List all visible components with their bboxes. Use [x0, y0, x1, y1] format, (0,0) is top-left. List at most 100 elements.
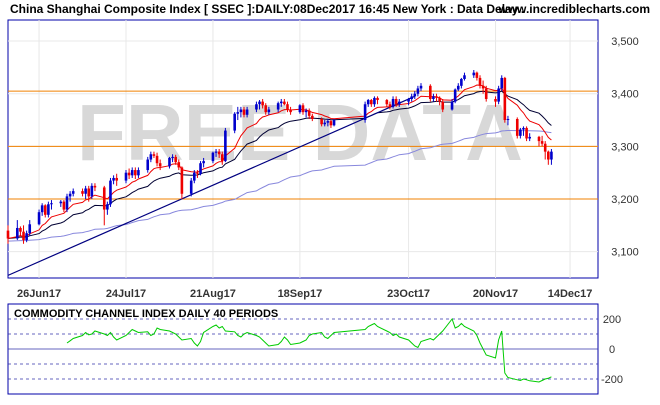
candle-body — [19, 227, 22, 232]
candle-body — [177, 162, 181, 168]
candle-body — [81, 191, 84, 194]
candle-body — [366, 100, 370, 105]
candle-body — [255, 104, 258, 110]
long-moving-average — [7, 129, 552, 242]
x-tick-label: 24Jul17 — [106, 288, 146, 300]
candle-body — [40, 205, 44, 213]
candle-body — [196, 172, 199, 174]
candle-body — [528, 136, 531, 139]
candle-body — [158, 163, 162, 167]
candle-body — [109, 180, 112, 205]
candle-body — [279, 101, 283, 104]
candle-body — [429, 85, 432, 99]
cci-line — [66, 317, 552, 383]
candle-body — [168, 157, 171, 167]
candle-body — [65, 196, 69, 210]
candle-body — [416, 88, 420, 94]
candle-body — [134, 170, 137, 176]
site-label: www.incrediblecharts.com — [497, 2, 650, 16]
candle-body — [304, 110, 308, 113]
candle-body — [540, 141, 544, 144]
candle-body — [220, 154, 224, 162]
candle-body — [62, 201, 66, 210]
candle-body — [202, 161, 205, 164]
candle-body — [90, 185, 94, 197]
candle-body — [450, 101, 454, 110]
candle-body — [503, 77, 507, 121]
candle-body — [519, 129, 522, 136]
candle-body — [211, 152, 215, 162]
candle-body — [180, 167, 184, 194]
candle-body — [307, 110, 311, 116]
candle-body — [522, 127, 525, 130]
moving-averages — [7, 84, 552, 242]
candle-body — [497, 88, 500, 102]
candle-body — [25, 233, 28, 241]
short-moving-average — [7, 84, 552, 239]
candle-body — [413, 93, 417, 97]
candle-body — [199, 163, 202, 174]
candle-body — [484, 88, 488, 99]
candle-body — [124, 172, 128, 181]
candle-body — [214, 151, 218, 153]
y-tick-label: 3,400 — [611, 89, 639, 101]
candle-body — [137, 170, 140, 176]
candle-body — [407, 98, 410, 102]
candle-body — [264, 105, 268, 113]
cci-tick-label: -200 — [601, 374, 623, 386]
candle-body — [373, 97, 376, 105]
candle-body — [267, 109, 271, 113]
cci-tick-label: 200 — [603, 314, 621, 326]
candle-body — [236, 112, 240, 114]
candle-body — [394, 98, 398, 105]
candle-body — [543, 143, 547, 152]
candle-body — [149, 154, 153, 160]
y-tick-label: 3,300 — [611, 141, 639, 153]
candle-body — [276, 103, 280, 110]
candle-body — [152, 154, 156, 156]
candle-body — [453, 89, 457, 102]
candle-body — [525, 127, 528, 139]
candle-body — [193, 172, 196, 181]
candle-body — [472, 72, 476, 76]
candle-body — [286, 104, 289, 110]
candle-body — [376, 97, 379, 101]
candle-body — [311, 115, 314, 119]
candle-body — [329, 121, 333, 126]
candle-body — [419, 85, 423, 89]
mid-moving-average — [7, 90, 552, 239]
candle-body — [224, 130, 227, 162]
candle-body — [435, 96, 438, 98]
candle-body — [370, 100, 373, 105]
candle-body — [261, 101, 264, 106]
candle-body — [47, 204, 50, 215]
candle-body — [385, 100, 389, 105]
candle-body — [245, 109, 249, 115]
candle-body — [174, 156, 177, 163]
cci-y-axis: 200 0 -200 — [601, 314, 623, 386]
x-tick-label: 18Sep17 — [278, 288, 323, 300]
x-tick-label: 20Nov17 — [473, 288, 518, 300]
candle-body — [494, 98, 497, 102]
x-tick-label: 26Jun17 — [17, 288, 61, 300]
cci-title: COMMODITY CHANNEL INDEX DAILY 40 PERIODS — [14, 308, 278, 320]
candle-body — [146, 159, 150, 171]
candle-body — [102, 187, 106, 210]
x-tick-label: 14Dec17 — [548, 288, 593, 300]
candle-body — [500, 77, 504, 89]
trendline-layer — [7, 95, 416, 276]
candle-body — [112, 177, 115, 181]
candle-body — [68, 193, 72, 197]
candle-body — [106, 204, 109, 210]
candle-body — [283, 101, 286, 105]
candle-body — [87, 188, 91, 197]
candle-body — [37, 212, 41, 225]
date-x-axis: 26Jun17 24Jul17 21Aug17 18Sep17 23Oct17 20Nov… — [17, 288, 592, 300]
candle-body — [432, 96, 435, 99]
candle-body — [547, 151, 550, 160]
candle-body — [189, 180, 193, 194]
watermark: FREE DATA — [77, 88, 523, 177]
trendline — [7, 95, 416, 276]
chart-title: China Shanghai Composite Index [ SSEC ]:… — [10, 2, 524, 16]
candle-body — [28, 224, 32, 234]
